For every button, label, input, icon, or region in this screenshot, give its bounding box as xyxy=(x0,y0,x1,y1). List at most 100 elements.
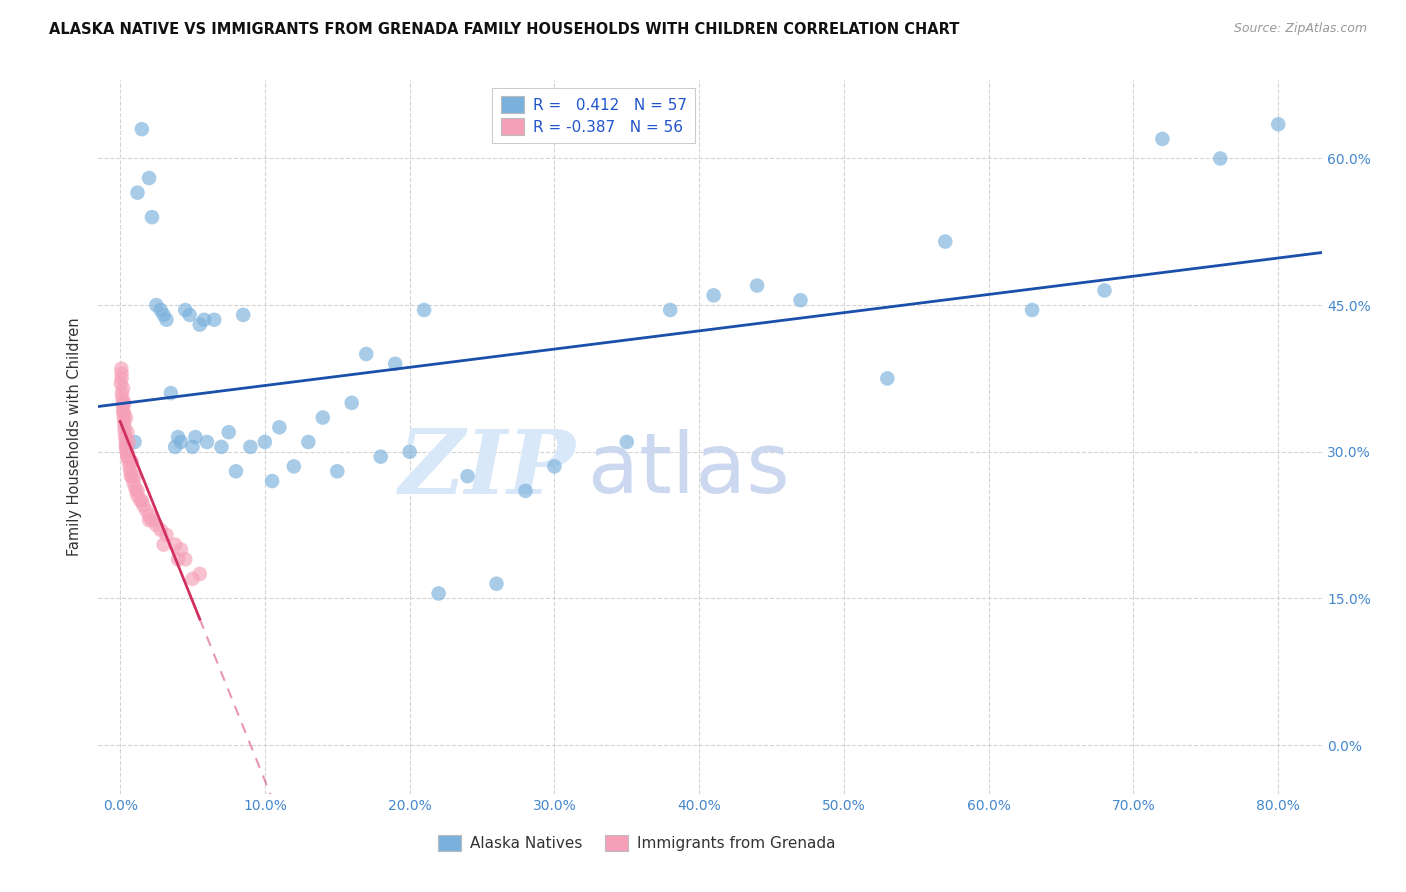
Point xyxy=(457,469,479,483)
Text: Source: ZipAtlas.com: Source: ZipAtlas.com xyxy=(1233,22,1367,36)
Point xyxy=(117,440,139,454)
Point xyxy=(132,499,155,513)
Point xyxy=(1267,117,1289,131)
Point xyxy=(165,440,187,454)
Point xyxy=(167,430,190,444)
Point xyxy=(427,586,450,600)
Point xyxy=(111,391,134,405)
Point xyxy=(239,440,262,454)
Point xyxy=(110,361,132,376)
Point xyxy=(193,312,215,326)
Point xyxy=(120,464,142,478)
Point xyxy=(115,444,138,458)
Point xyxy=(114,425,136,440)
Point xyxy=(174,303,197,318)
Point xyxy=(129,493,152,508)
Point xyxy=(179,308,201,322)
Point xyxy=(114,430,136,444)
Point xyxy=(188,566,211,581)
Point xyxy=(118,454,141,468)
Point xyxy=(138,171,160,186)
Point xyxy=(149,523,172,537)
Point xyxy=(659,303,682,318)
Point xyxy=(145,298,167,312)
Point xyxy=(127,489,149,503)
Point xyxy=(181,440,204,454)
Point xyxy=(111,386,134,401)
Point xyxy=(131,122,153,136)
Point xyxy=(111,396,134,410)
Point xyxy=(398,444,420,458)
Point xyxy=(269,420,291,434)
Point xyxy=(184,430,207,444)
Point xyxy=(155,312,177,326)
Point xyxy=(145,518,167,533)
Point xyxy=(165,538,187,552)
Point xyxy=(149,303,172,318)
Point xyxy=(110,376,132,391)
Point xyxy=(115,410,138,425)
Point xyxy=(112,406,135,420)
Point xyxy=(159,386,181,401)
Text: ZIP: ZIP xyxy=(399,426,575,512)
Point xyxy=(703,288,725,302)
Point xyxy=(112,406,135,420)
Point xyxy=(112,416,135,430)
Point xyxy=(340,396,363,410)
Y-axis label: Family Households with Children: Family Households with Children xyxy=(67,318,83,557)
Point xyxy=(124,434,146,449)
Point xyxy=(326,464,349,478)
Point xyxy=(155,528,177,542)
Point xyxy=(515,483,537,498)
Point xyxy=(225,464,247,478)
Point xyxy=(616,434,638,449)
Point xyxy=(262,474,284,488)
Point xyxy=(232,308,254,322)
Point xyxy=(115,450,138,464)
Point xyxy=(152,538,174,552)
Point xyxy=(124,469,146,483)
Point xyxy=(118,434,141,449)
Point xyxy=(120,469,142,483)
Point xyxy=(122,474,145,488)
Point xyxy=(112,410,135,425)
Text: ALASKA NATIVE VS IMMIGRANTS FROM GRENADA FAMILY HOUSEHOLDS WITH CHILDREN CORRELA: ALASKA NATIVE VS IMMIGRANTS FROM GRENADA… xyxy=(49,22,959,37)
Point xyxy=(485,576,508,591)
Point xyxy=(413,303,436,318)
Text: atlas: atlas xyxy=(588,429,789,509)
Point xyxy=(141,513,163,527)
Point xyxy=(114,420,136,434)
Point xyxy=(188,318,211,332)
Point xyxy=(138,513,160,527)
Point xyxy=(135,503,157,517)
Point xyxy=(1209,152,1232,166)
Point xyxy=(117,450,139,464)
Point xyxy=(167,552,190,566)
Point xyxy=(114,434,136,449)
Point xyxy=(112,401,135,415)
Point xyxy=(115,440,138,454)
Point xyxy=(131,493,153,508)
Point xyxy=(297,434,319,449)
Point xyxy=(138,508,160,523)
Point xyxy=(110,367,132,381)
Point xyxy=(124,479,146,493)
Point xyxy=(115,440,138,454)
Point xyxy=(170,542,193,557)
Point xyxy=(127,483,149,498)
Point xyxy=(181,572,204,586)
Point xyxy=(211,440,233,454)
Point xyxy=(125,483,148,498)
Point xyxy=(253,434,276,449)
Point xyxy=(110,371,132,385)
Point xyxy=(112,381,135,395)
Point xyxy=(789,293,811,308)
Point xyxy=(114,396,136,410)
Point xyxy=(121,469,143,483)
Point xyxy=(170,434,193,449)
Point xyxy=(1094,284,1116,298)
Point xyxy=(118,459,141,474)
Point xyxy=(117,425,139,440)
Point xyxy=(876,371,898,385)
Legend: Alaska Natives, Immigrants from Grenada: Alaska Natives, Immigrants from Grenada xyxy=(432,829,842,857)
